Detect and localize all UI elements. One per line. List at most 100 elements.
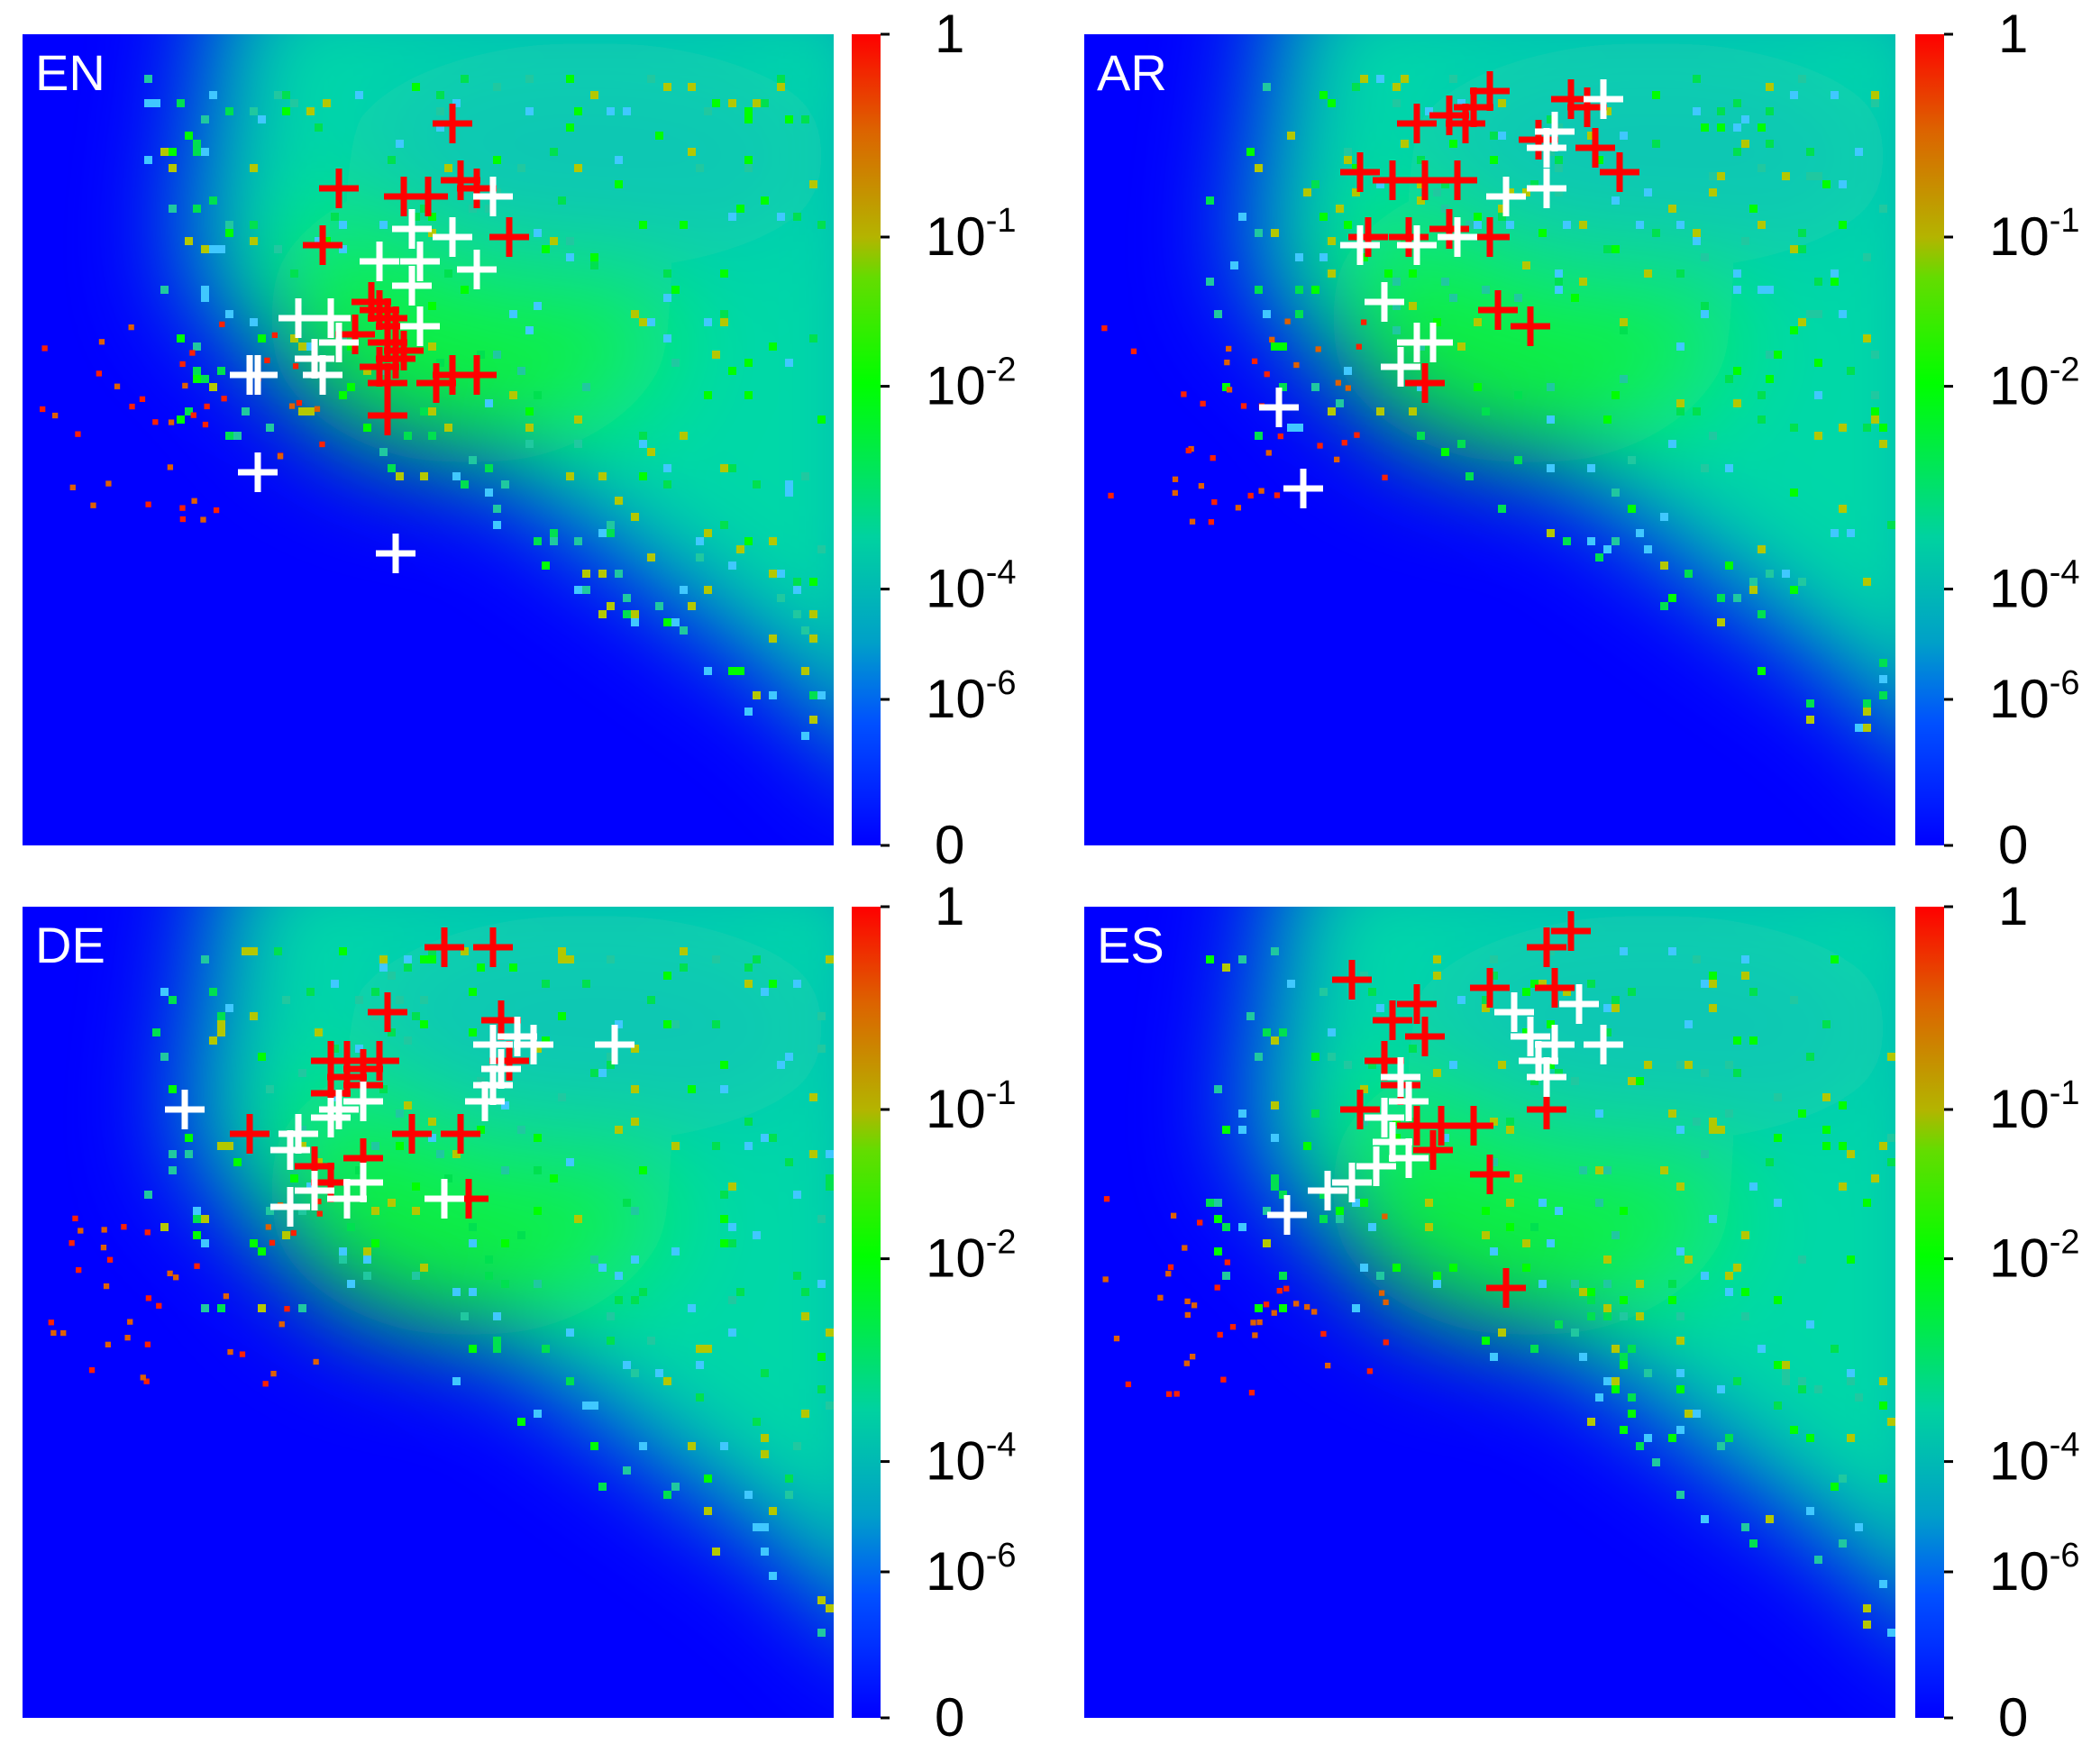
- heatmap-cell: [607, 1312, 615, 1320]
- colorbar: [1915, 34, 1944, 845]
- heatmap-cell: [720, 521, 728, 529]
- heatmap-cell: [1676, 221, 1685, 229]
- heatmap-cell: [1334, 456, 1340, 462]
- heatmap-cell: [1417, 196, 1425, 205]
- heatmap-cell: [728, 213, 736, 221]
- heatmap-cell: [143, 1378, 150, 1384]
- heatmap-cell: [623, 1466, 631, 1475]
- heatmap-cell: [1579, 1166, 1587, 1174]
- heatmap-cell: [582, 586, 590, 594]
- heatmap-cell: [1490, 955, 1498, 963]
- heatmap-cell: [1717, 1442, 1725, 1450]
- heatmap-cell: [1441, 180, 1449, 188]
- red-cross-marker: [1405, 1017, 1445, 1056]
- colorbar-tick-label: 10-6: [926, 1537, 1017, 1602]
- colorbar-tick-label: 10-4: [926, 554, 1017, 619]
- heatmap-cell: [728, 1239, 736, 1247]
- heatmap-cell: [809, 1093, 817, 1101]
- heatmap-cell: [631, 310, 639, 318]
- heatmap-cell: [1360, 972, 1368, 980]
- white-cross-marker: [295, 1171, 334, 1210]
- heatmap-cell: [769, 1134, 777, 1142]
- heatmap-cell: [209, 196, 217, 205]
- heatmap-cell: [1749, 586, 1758, 594]
- heatmap-cell: [785, 1491, 793, 1499]
- heatmap-cell: [1449, 1061, 1457, 1069]
- red-cross-marker: [1454, 1106, 1493, 1146]
- heatmap-cell: [1449, 294, 1457, 302]
- heatmap-cell: [1214, 1085, 1222, 1093]
- heatmap-cell: [1668, 1296, 1676, 1304]
- heatmap-cell: [412, 213, 420, 221]
- heatmap-cell: [258, 1053, 266, 1061]
- heatmap-cell: [1668, 594, 1676, 602]
- heatmap-cell: [363, 1272, 371, 1280]
- heatmap-cell: [753, 99, 761, 107]
- heatmap-cell: [52, 412, 59, 419]
- heatmap-cell: [339, 334, 347, 342]
- heatmap-cell: [1579, 1288, 1587, 1296]
- heatmap-cell: [1547, 115, 1555, 123]
- heatmap-cell: [1822, 1020, 1831, 1028]
- heatmap-cell: [106, 1256, 114, 1263]
- heatmap-cell: [1587, 537, 1595, 545]
- heatmap-cell: [1839, 1142, 1847, 1150]
- heatmap-cell: [185, 237, 193, 245]
- heatmap-cell: [809, 610, 817, 618]
- heatmap-cell: [607, 107, 615, 115]
- heatmap-cell: [1538, 980, 1547, 988]
- heatmap-cell: [753, 480, 761, 489]
- red-cross-marker: [473, 927, 513, 967]
- heatmap-cell: [696, 1361, 704, 1369]
- heatmap-cell: [817, 691, 826, 699]
- heatmap-cell: [282, 1231, 290, 1239]
- heatmap-cell: [1806, 1507, 1814, 1515]
- white-cross-marker: [1340, 225, 1380, 265]
- white-cross-marker: [1259, 388, 1299, 427]
- heatmap-cell: [1685, 1410, 1693, 1418]
- heatmap-cell: [744, 164, 753, 172]
- heatmap-cell: [663, 1377, 671, 1385]
- heatmap-cell: [1595, 156, 1603, 164]
- red-cross-marker: [1511, 306, 1550, 346]
- heatmap-cell: [598, 570, 607, 578]
- heatmap-cell: [663, 618, 671, 626]
- heatmap-cell: [525, 326, 534, 334]
- heatmap-cell: [1392, 99, 1401, 107]
- heatmap-cell: [177, 415, 185, 424]
- heatmap-cell: [1328, 237, 1336, 245]
- heatmap-cell: [1490, 1247, 1498, 1255]
- red-cross-marker: [408, 177, 448, 216]
- heatmap-cell: [1603, 1280, 1612, 1288]
- heatmap-cell: [1676, 1385, 1685, 1393]
- heatmap-cell: [98, 339, 105, 345]
- heatmap-cell: [1222, 963, 1230, 972]
- heatmap-cell: [509, 310, 517, 318]
- heatmap-cell: [179, 516, 186, 523]
- heatmap-cell: [1887, 1629, 1895, 1637]
- heatmap-cell: [436, 1150, 444, 1158]
- heatmap-cell: [696, 537, 704, 545]
- heatmap-cell: [1685, 1255, 1693, 1264]
- heatmap-cell: [1335, 379, 1341, 386]
- heatmap-cell: [1368, 1223, 1376, 1231]
- heatmap-cell: [1660, 562, 1668, 570]
- heatmap-cell: [525, 107, 534, 115]
- heatmap-cell: [574, 537, 582, 545]
- heatmap-cell: [298, 1207, 306, 1215]
- heatmap-cell: [250, 318, 258, 326]
- heatmap-cell: [525, 407, 534, 415]
- heatmap-cell: [1457, 99, 1465, 107]
- heatmap-cell: [1271, 1310, 1277, 1316]
- colorbar-tick-label: 10-6: [1989, 664, 2080, 729]
- heatmap-cell: [217, 1012, 225, 1020]
- heatmap-cell: [290, 269, 298, 278]
- heatmap-cell: [704, 667, 712, 675]
- heatmap-cell: [96, 370, 103, 377]
- heatmap-cell: [1766, 570, 1774, 578]
- heatmap-cell: [590, 1255, 598, 1264]
- heatmap-cell: [1197, 1219, 1203, 1226]
- heatmap-cell: [388, 1199, 396, 1207]
- heatmap-cell: [1790, 996, 1798, 1004]
- heatmap-cell: [1806, 716, 1814, 724]
